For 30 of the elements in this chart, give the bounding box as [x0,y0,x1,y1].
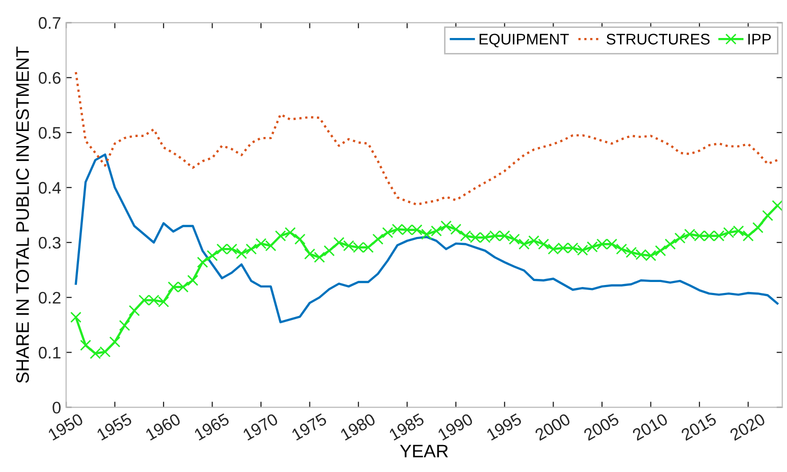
y-tick-label: 0.7 [38,17,60,29]
x-tick-label: 2005 [583,412,620,441]
x-tick-label: 2020 [729,412,766,441]
y-tick-label: 0.5 [38,126,61,139]
x-tick-label: 1965 [194,412,230,441]
line-series [74,153,779,324]
y-tick-label: 0.1 [38,346,60,359]
y-tick-label: 0.3 [38,236,61,249]
x-tick-label: 2010 [632,412,668,441]
y-tick-label: 0.2 [38,292,60,304]
x-axis-title: YEAR [400,444,448,458]
y-tick-label: 0 [52,402,61,414]
x-tick-label: 2000 [534,412,572,441]
x-tick-label: 1985 [388,412,425,441]
x-tick-label: 1955 [96,412,133,441]
legend-label: IPP [748,34,771,44]
x-tick-label: 2015 [680,412,718,441]
y-axis-title: SHARE IN TOTAL PUBLIC INVESTMENT [16,46,29,383]
x-tick-label: 1970 [242,412,279,441]
legend-label: EQUIPMENT [480,34,569,48]
y-tick-label: 0.4 [38,182,61,194]
legend-label: STRUCTURES [606,34,710,45]
x-tick-label: 1990 [437,412,474,441]
x-tick-label: 1950 [47,412,84,441]
x-tick-label: 1980 [340,412,376,441]
x-tick-label: 1995 [486,412,522,441]
x-tick-label: 1975 [291,412,328,441]
y-tick-label: 0.6 [38,72,61,84]
x-tick-label: 1960 [144,412,182,441]
line-series [74,71,779,206]
